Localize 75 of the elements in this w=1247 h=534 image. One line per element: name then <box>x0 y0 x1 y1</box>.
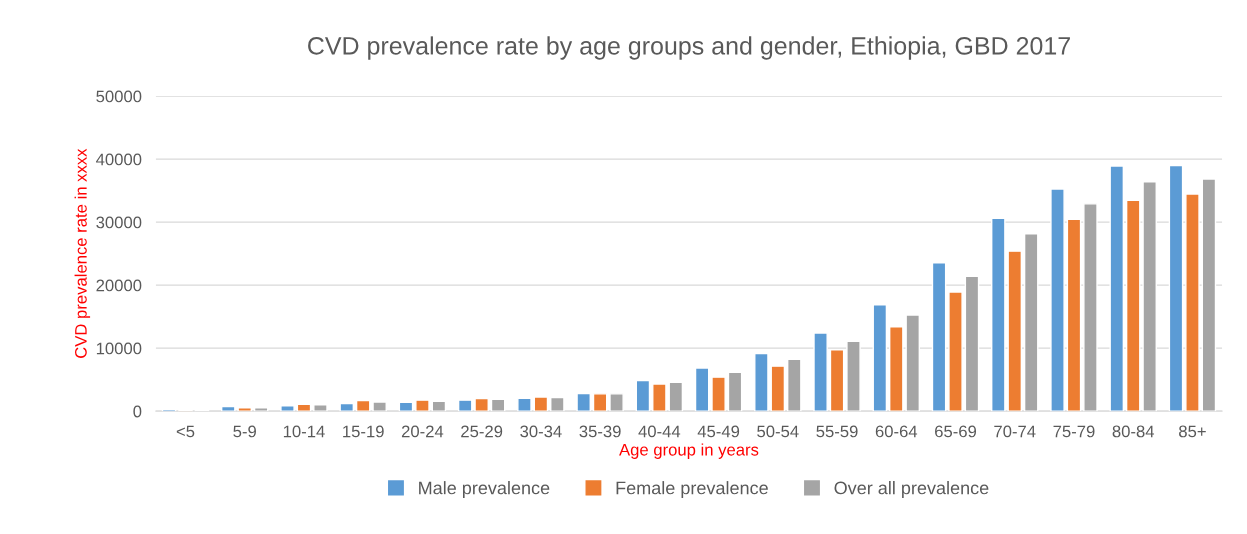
x-tick-label: <5 <box>176 425 195 438</box>
y-tick-label: 0 <box>133 405 142 418</box>
bar <box>296 403 312 412</box>
bar <box>474 397 489 412</box>
bar <box>711 376 726 412</box>
bar <box>635 379 651 412</box>
bar <box>1142 181 1157 412</box>
y-tick-label: 20000 <box>96 279 142 292</box>
legend-label: Female prevalence <box>616 481 768 498</box>
bar <box>490 398 506 412</box>
legend-label: Male prevalence <box>419 481 550 498</box>
bar <box>372 401 387 412</box>
x-tick-label: 35-39 <box>579 425 621 438</box>
y-tick-label: 10000 <box>96 342 142 355</box>
bar <box>948 291 963 412</box>
x-tick-label: 45-49 <box>697 425 740 438</box>
bar <box>1050 188 1065 412</box>
bar <box>592 393 608 412</box>
bar <box>727 371 743 412</box>
bar <box>398 401 414 412</box>
bar <box>1125 199 1141 412</box>
legend-label: Over all prevalence <box>834 481 989 498</box>
bar <box>609 393 624 412</box>
bar <box>1168 164 1184 412</box>
x-tick-label: 15-19 <box>343 425 384 438</box>
bar <box>533 396 549 412</box>
bar <box>517 397 532 412</box>
bar <box>415 399 430 412</box>
bar <box>668 381 684 412</box>
x-tick-label: 25-29 <box>461 425 503 438</box>
x-tick-label: 5-9 <box>233 425 256 438</box>
bar <box>431 400 447 412</box>
bar <box>813 332 828 412</box>
bar <box>313 404 328 412</box>
bar <box>1023 233 1039 412</box>
y-axis-title: CVD prevalence rate in xxxx <box>74 148 91 358</box>
bar <box>964 275 980 412</box>
bar <box>829 349 845 412</box>
x-tick-label: 75-79 <box>1053 425 1095 438</box>
bar <box>1109 165 1125 412</box>
bar <box>694 367 710 412</box>
x-tick-label: 40-44 <box>638 425 681 438</box>
bar <box>1185 193 1200 412</box>
x-tick-label: 10-14 <box>283 425 325 438</box>
bar <box>1066 218 1082 412</box>
x-axis-title: Age group in years <box>619 443 759 459</box>
chart-title: CVD prevalence rate by age groups and gender, Ethiopia, GBD 2017 <box>308 36 1070 60</box>
bar <box>652 383 667 412</box>
bar <box>754 352 769 412</box>
bar <box>550 396 565 412</box>
x-tick-label: 50-54 <box>757 425 799 438</box>
bar <box>846 340 861 412</box>
x-tick-label: 60-64 <box>875 425 918 438</box>
bar <box>339 402 355 412</box>
bar <box>770 365 786 412</box>
y-tick-label: 30000 <box>96 216 142 229</box>
x-tick-label: 85+ <box>1179 425 1206 438</box>
bar <box>931 262 947 412</box>
bar <box>576 392 591 412</box>
x-tick-label: 80-84 <box>1112 425 1155 438</box>
x-tick-label: 20-24 <box>401 425 444 438</box>
x-tick-label: 30-34 <box>520 425 562 438</box>
bar <box>355 399 371 412</box>
bar <box>872 303 888 412</box>
bar <box>1201 178 1217 412</box>
x-tick-label: 55-59 <box>816 425 858 438</box>
x-tick-label: 70-74 <box>994 425 1036 438</box>
bar <box>280 405 295 412</box>
y-tick-label: 50000 <box>96 90 142 103</box>
x-tick-label: 65-69 <box>935 425 977 438</box>
y-tick-label: 40000 <box>96 153 142 166</box>
bar <box>457 399 473 412</box>
bar <box>1083 203 1098 412</box>
bar <box>786 358 802 412</box>
bar <box>253 407 269 412</box>
